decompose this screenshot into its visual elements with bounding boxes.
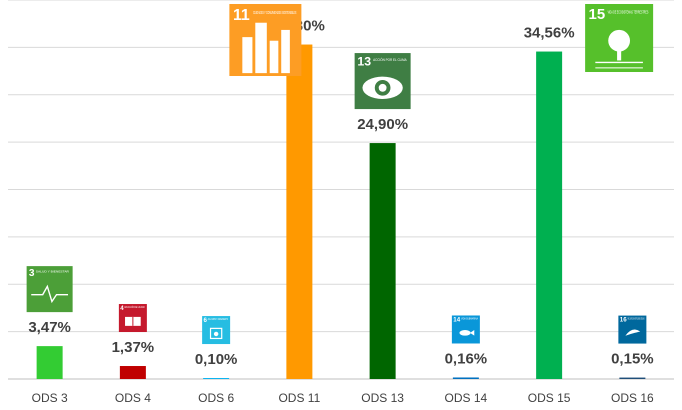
fish-icon [459,330,475,336]
category-label: ODS 16 [611,391,654,405]
sdg-icon-11: 11 CIUDADES Y COMUNIDADES SOSTENIBLES [229,4,302,76]
sdg-icon-6: 6 AGUA LIMPIA Y SANEAMIENTO [202,316,231,345]
tree-icon [595,29,643,69]
water-icon [209,327,223,340]
sdg-icon-number: 4 [120,305,124,312]
data-label: 0,10% [195,351,238,368]
eye-globe-icon [362,76,403,99]
category-label: ODS 15 [528,391,571,405]
sdg-icon-number: 11 [233,7,250,24]
heartbeat-icon [31,284,69,304]
sdg-icon-background [451,315,480,344]
sdg-icon-14: 14 VIDA SUBMARINA [451,315,480,344]
sdg-icon-4: 4 EDUCACIÓN DE CALIDAD [118,304,147,333]
sdg-icon-number: 15 [589,6,606,23]
sdg-icon-text: PAZ, JUSTICIA E INSTITUCIONES SÓLIDAS [628,315,645,320]
sdg-icon-text: VIDA DE ECOSISTEMAS TERRESTRES [608,10,649,15]
sdg-icon-text: CIUDADES Y COMUNIDADES SOSTENIBLES [253,10,296,15]
sdg-icon-15: 15 VIDA DE ECOSISTEMAS TERRESTRES [585,4,654,72]
category-label: ODS 13 [361,391,404,405]
bar-ods-13 [369,143,396,379]
sdg-icon-text: VIDA SUBMARINA [461,316,478,320]
sdg-icon-number: 16 [620,317,627,324]
data-label: 0,16% [445,350,488,367]
bar-ods-14 [452,377,479,379]
data-label: 0,15% [611,351,654,368]
sdg-icon-text: AGUA LIMPIA Y SANEAMIENTO [208,317,228,321]
category-label: ODS 6 [198,391,234,405]
data-label: 24,90% [357,116,408,133]
data-label: 3,47% [28,319,71,336]
dove-icon [625,329,641,336]
bar-ods-6 [203,378,230,379]
category-label: ODS 14 [445,391,488,405]
bar-ods-4 [119,366,146,379]
sdg-icon-background [618,315,647,344]
sdg-icon-number: 3 [29,268,35,279]
category-label: ODS 3 [32,391,68,405]
sdg-icon-number: 6 [204,317,208,324]
sdg-icon-text: EDUCACIÓN DE CALIDAD [124,304,145,309]
bar-ods-16 [619,377,646,379]
data-label: 34,56% [524,25,575,42]
category-label: ODS 4 [115,391,151,405]
category-label: ODS 11 [278,391,320,405]
bar-ods-3 [36,346,63,379]
data-label: 1,37% [112,339,155,356]
sdg-icon-text: SALUD Y BIENESTAR [36,270,70,274]
sdg-icon-13: 13 ACCIÓN POR EL CLIMA [354,53,411,110]
bar-ods-15 [536,51,563,379]
bar-ods-11 [286,44,313,379]
gridlines [8,0,674,333]
sdg-icon-text: ACCIÓN POR EL CLIMA [373,57,407,62]
sdg-icon-number: 13 [357,54,371,68]
sdg-icon-number: 14 [453,317,460,324]
sdg-icon-background [26,266,73,313]
city-icon [242,22,290,74]
sdg-icon-3: 3 SALUD Y BIENESTAR [26,266,73,313]
book-icon [125,316,141,326]
sdg-icon-background [202,316,231,345]
